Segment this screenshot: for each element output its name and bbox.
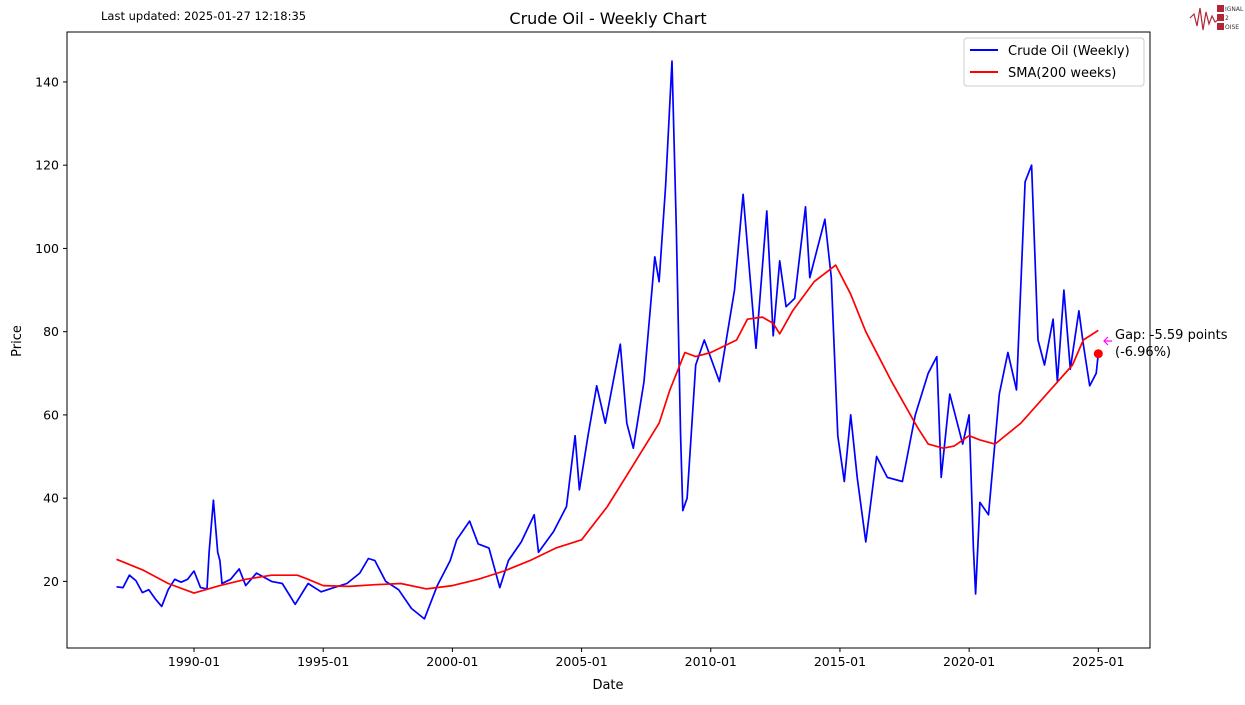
- x-tick-label: 2020-01: [943, 654, 995, 669]
- x-tick-label: 2025-01: [1072, 654, 1124, 669]
- annotation-gap-text: Gap: -5.59 points: [1115, 328, 1228, 343]
- x-tick-label: 1995-01: [297, 654, 349, 669]
- y-tick-label: 80: [43, 324, 59, 339]
- logo: IGNAL 2 OISE: [1189, 5, 1244, 31]
- logo-box-n: [1217, 23, 1224, 30]
- series-line-sma: [116, 264, 1099, 594]
- legend: Crude Oil (Weekly) SMA(200 weeks): [963, 37, 1145, 87]
- x-tick-label: 2000-01: [426, 654, 478, 669]
- logo-wave-icon: [1189, 7, 1219, 31]
- logo-line-1: IGNAL: [1225, 6, 1244, 13]
- y-axis: 20 40 60 80 100 120 140: [35, 74, 67, 589]
- x-tick-label: 2005-01: [555, 654, 607, 669]
- legend-label-crude-oil: Crude Oil (Weekly): [1008, 44, 1130, 59]
- legend-label-sma: SMA(200 weeks): [1008, 66, 1116, 81]
- annotation-pct-text: (-6.96%): [1115, 345, 1171, 360]
- x-tick-label: 2010-01: [685, 654, 737, 669]
- y-tick-label: 60: [43, 407, 59, 422]
- y-tick-label: 40: [43, 491, 59, 506]
- series-line-crude-oil: [116, 60, 1100, 620]
- gap-annotation: Gap: -5.59 points (-6.96%): [1103, 328, 1228, 360]
- plot-series: [116, 60, 1103, 620]
- x-tick-label: 1990-01: [168, 654, 220, 669]
- x-tick-label: 2015-01: [814, 654, 866, 669]
- updated-timestamp: Last updated: 2025-01-27 12:18:35: [101, 9, 306, 23]
- y-tick-label: 20: [43, 574, 59, 589]
- logo-box-2: [1217, 14, 1224, 21]
- logo-box-s: [1217, 5, 1224, 12]
- logo-line-2: 2: [1225, 15, 1229, 22]
- annotation-arrowhead-icon: [1103, 336, 1109, 346]
- y-tick-label: 120: [35, 158, 59, 173]
- plot-frame: [66, 31, 1151, 649]
- y-tick-label: 140: [35, 74, 59, 89]
- x-axis: 1990-01 1995-01 2000-01 2005-01 2010-01 2015-…: [168, 648, 1124, 669]
- last-price-marker: [1093, 349, 1103, 359]
- y-axis-label: Price: [10, 325, 25, 357]
- legend-box: [963, 37, 1145, 87]
- y-tick-label: 100: [35, 241, 59, 256]
- x-axis-label: Date: [592, 678, 623, 693]
- logo-line-3: OISE: [1225, 24, 1239, 31]
- chart-title: Crude Oil - Weekly Chart: [509, 9, 706, 28]
